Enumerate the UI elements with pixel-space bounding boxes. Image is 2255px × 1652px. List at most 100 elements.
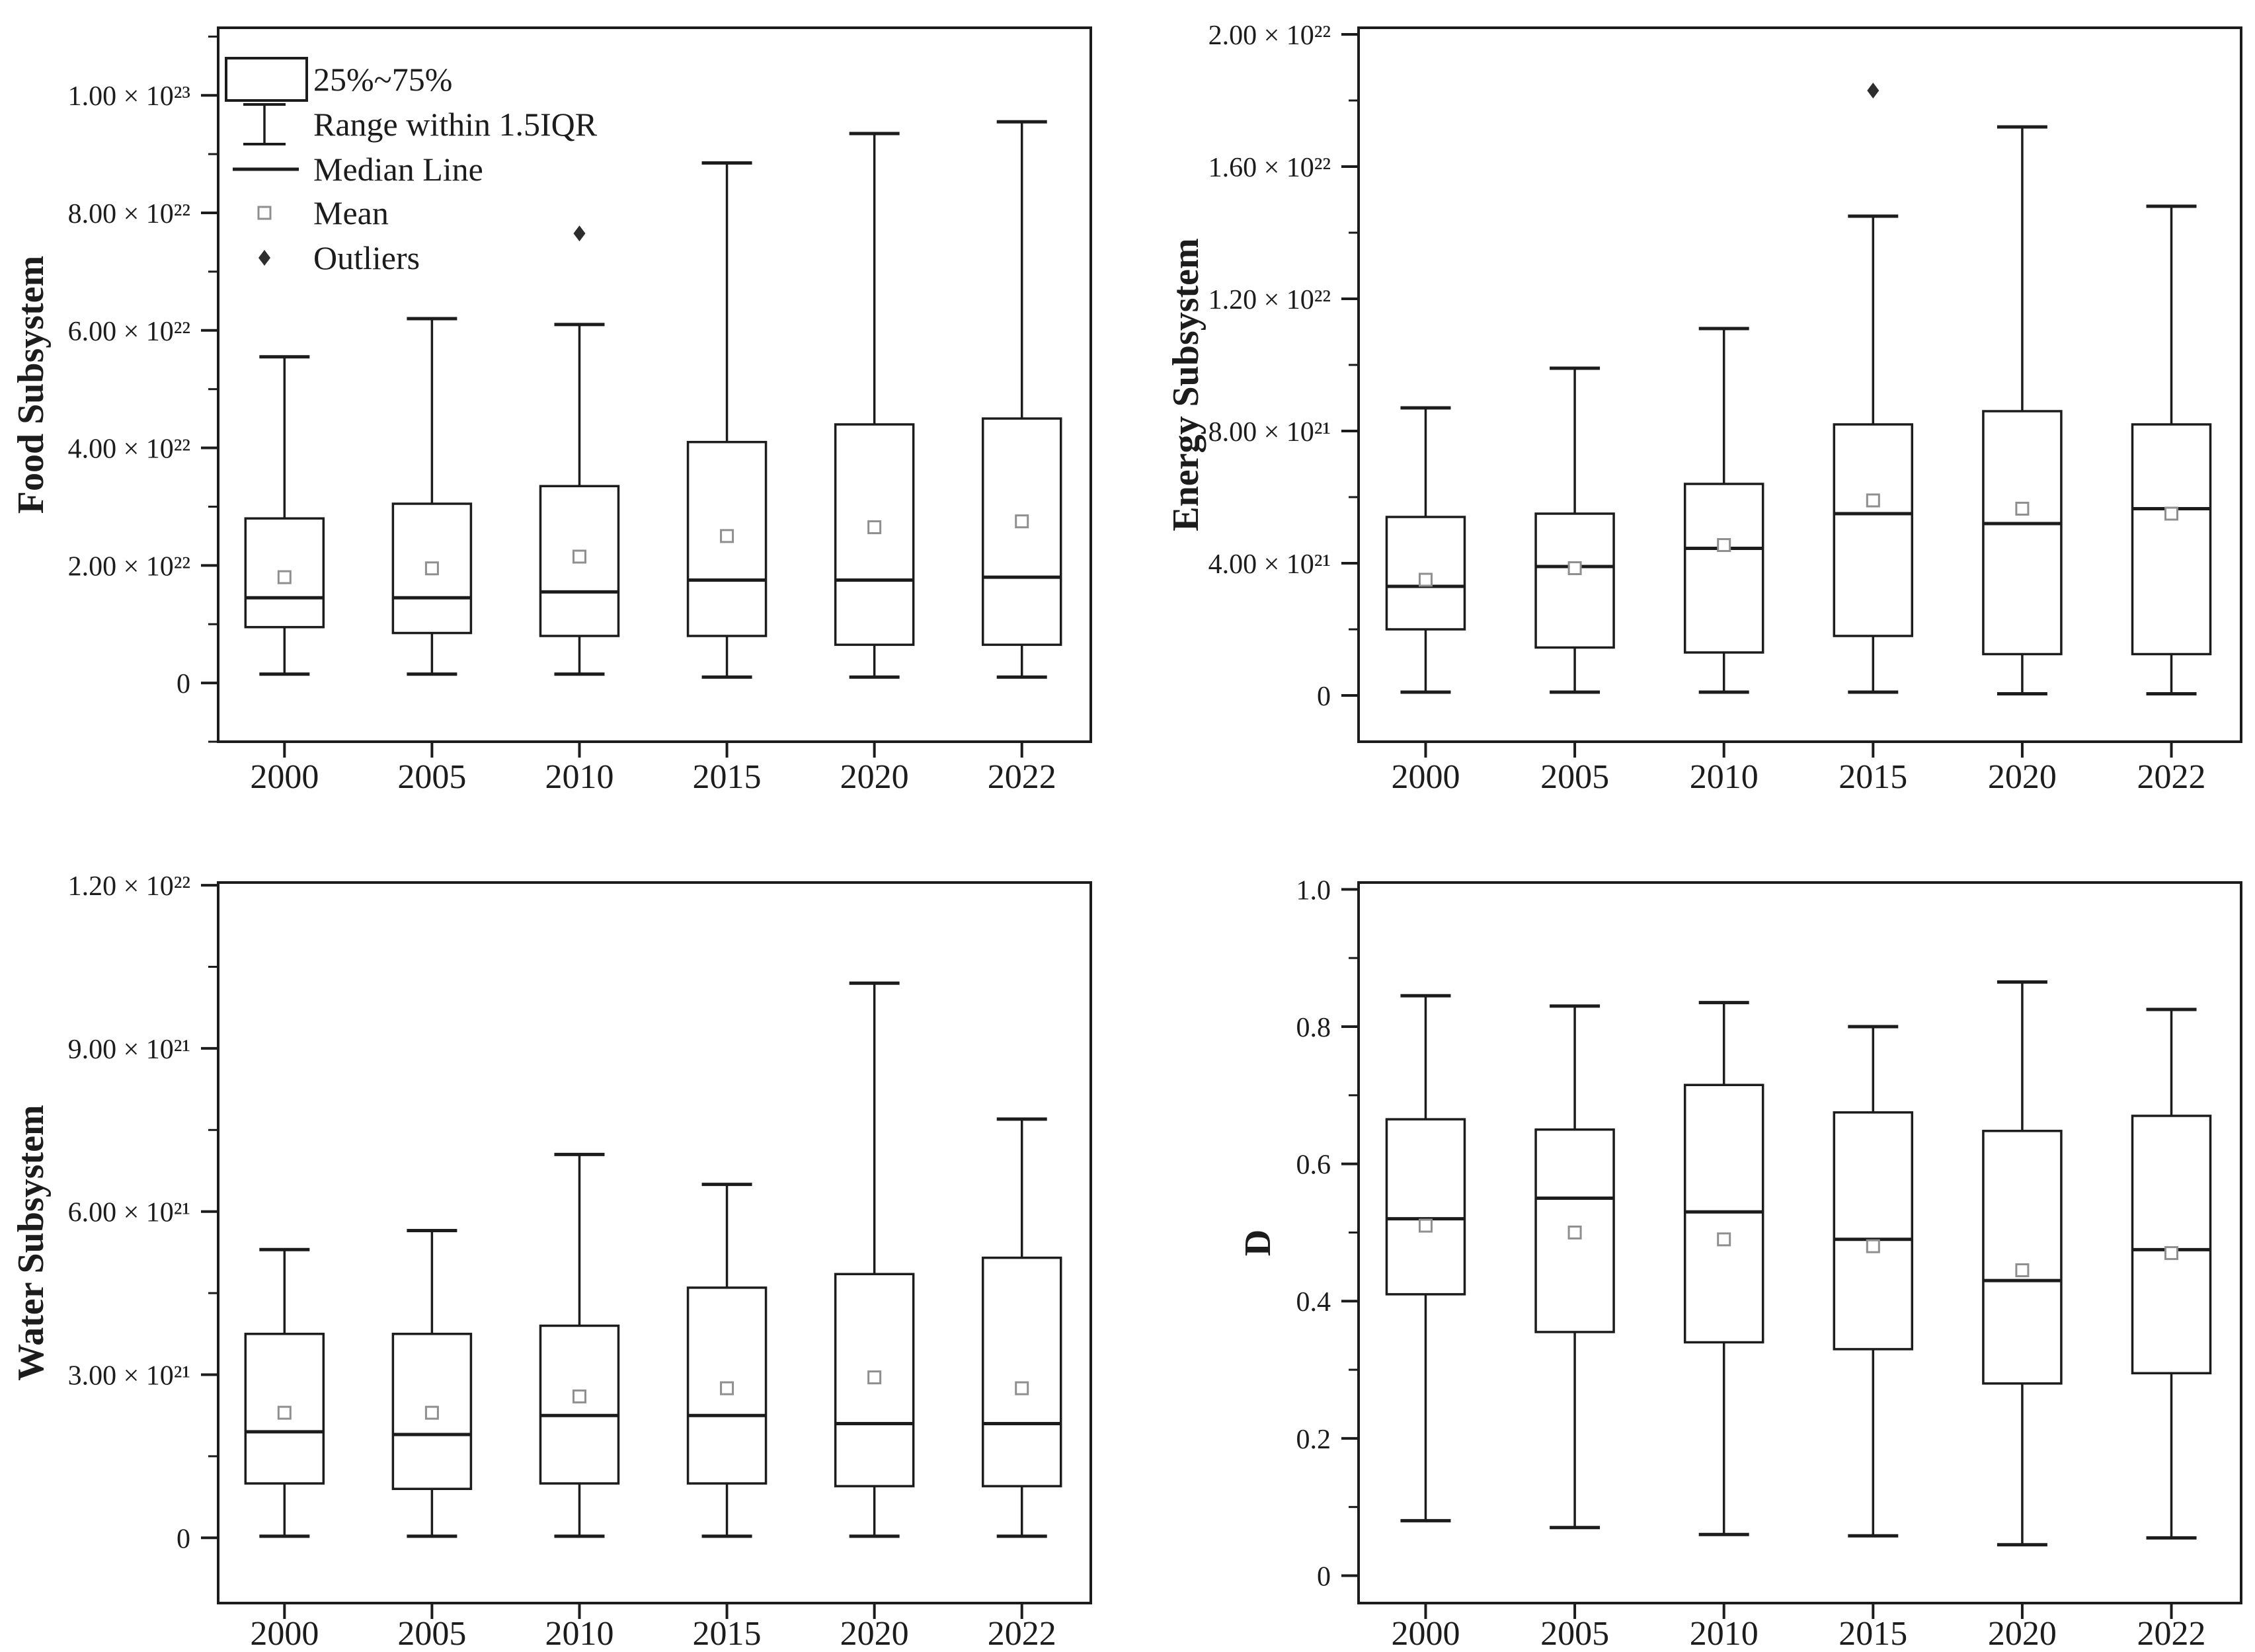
iqr-box bbox=[1683, 483, 1764, 654]
x-tick-label: 2010 bbox=[1690, 1615, 1759, 1652]
x-tick-label: 2010 bbox=[1690, 758, 1759, 796]
mean-marker bbox=[1866, 1239, 1880, 1253]
boxplot-2015 bbox=[1833, 1025, 1914, 1538]
mean-marker bbox=[2015, 502, 2030, 516]
legend-iqr-box-symbol bbox=[225, 57, 308, 102]
mean-marker bbox=[1418, 1218, 1433, 1233]
y-tick-label: 0.8 bbox=[1296, 1013, 1331, 1043]
mean-marker bbox=[1567, 561, 1582, 575]
boxplot-2005 bbox=[1534, 366, 1615, 694]
boxplot-2022 bbox=[981, 1117, 1062, 1538]
mean-marker bbox=[2164, 506, 2179, 521]
x-tick-label: 2022 bbox=[988, 758, 1056, 796]
boxplot-2005 bbox=[391, 1228, 473, 1538]
x-tick-label: 2022 bbox=[2137, 758, 2206, 796]
mean-marker bbox=[277, 1405, 292, 1420]
boxplot-2010 bbox=[1683, 1001, 1764, 1536]
x-tick-label: 2000 bbox=[250, 758, 319, 796]
y-tick-label: 3.00 × 10²¹ bbox=[68, 1360, 190, 1391]
mean-marker bbox=[1567, 1225, 1582, 1239]
mean-marker bbox=[572, 1389, 586, 1403]
x-tick-label: 2020 bbox=[840, 1615, 909, 1652]
y-tick-label: 1.20 × 10²² bbox=[68, 871, 190, 902]
mean-marker bbox=[867, 1370, 882, 1385]
iqr-box bbox=[1833, 1111, 1914, 1351]
iqr-box bbox=[2131, 423, 2212, 656]
legend: 25%~75% Range within 1.5IQR Median Line Mea… bbox=[225, 57, 598, 276]
boxplot-2015 bbox=[686, 1183, 768, 1538]
x-tick-label: 2015 bbox=[1839, 758, 1907, 796]
mean-marker bbox=[572, 549, 586, 564]
x-tick-label: 2020 bbox=[1988, 1615, 2057, 1652]
iqr-box bbox=[686, 440, 768, 637]
y-axis-title: Water Subsystem bbox=[11, 1105, 52, 1380]
y-tick-label: 1.00 × 10²³ bbox=[68, 81, 190, 112]
panel-food-subsystem: 0 2.00 × 10²² 4.00 × 10²² 6.00 × 10²² 8.00 ×… bbox=[0, 0, 1127, 826]
boxplot-2020 bbox=[834, 981, 915, 1538]
iqr-box bbox=[2131, 1115, 2212, 1374]
y-axis-title: Food Subsystem bbox=[11, 256, 52, 514]
iqr-box bbox=[1982, 1130, 2063, 1385]
legend-mean-marker-symbol bbox=[257, 206, 272, 220]
x-tick-label: 2015 bbox=[693, 758, 762, 796]
legend-label: 25%~75% bbox=[313, 61, 452, 98]
boxplot-2000 bbox=[1385, 406, 1466, 694]
panel-d-index: 0 0.2 0.4 0.6 0.8 1.0 2000 2005 2010 2015 2020 2022… bbox=[1128, 826, 2255, 1652]
x-tick-label: 2015 bbox=[1839, 1615, 1907, 1652]
legend-label: Range within 1.5IQR bbox=[313, 106, 598, 143]
boxplot-2015 bbox=[686, 161, 768, 679]
plot-frame bbox=[217, 26, 1092, 743]
boxplot-2022 bbox=[981, 120, 1062, 679]
boxplot-2010 bbox=[539, 1152, 620, 1538]
x-tick-label: 2005 bbox=[1540, 1615, 1609, 1652]
iqr-box bbox=[1683, 1083, 1764, 1344]
y-axis-title: Energy Subsystem bbox=[1166, 238, 1207, 531]
mean-marker bbox=[720, 529, 734, 543]
mean-marker bbox=[1015, 514, 1029, 529]
y-tick-label: 0.6 bbox=[1296, 1150, 1331, 1181]
boxplot-2022 bbox=[2131, 204, 2212, 695]
mean-marker bbox=[2164, 1246, 2179, 1261]
mean-marker bbox=[277, 570, 292, 584]
legend-label: Median Line bbox=[313, 151, 483, 188]
boxplot-2000 bbox=[244, 355, 325, 676]
mean-marker bbox=[1015, 1381, 1029, 1396]
y-tick-label: 0 bbox=[177, 669, 190, 699]
boxplot-2020 bbox=[834, 132, 915, 679]
boxplot-2020 bbox=[1982, 125, 2063, 695]
x-tick-label: 2000 bbox=[250, 1615, 319, 1652]
mean-marker bbox=[2015, 1263, 2030, 1278]
legend-label: Outliers bbox=[313, 239, 420, 276]
y-tick-label: 4.00 × 10²² bbox=[68, 434, 190, 465]
x-tick-label: 2022 bbox=[2137, 1615, 2206, 1652]
y-tick-label: 0.2 bbox=[1296, 1425, 1331, 1455]
y-tick-label: 1.0 bbox=[1296, 875, 1331, 906]
iqr-box bbox=[539, 1324, 620, 1485]
outlier-point bbox=[1867, 83, 1879, 98]
mean-marker bbox=[1717, 1232, 1731, 1247]
mean-marker bbox=[424, 1405, 439, 1420]
y-tick-label: 6.00 × 10²² bbox=[68, 317, 190, 347]
y-tick-label: 8.00 × 10²² bbox=[68, 199, 190, 229]
iqr-box bbox=[1385, 1118, 1466, 1296]
boxplot-2010 bbox=[539, 225, 620, 676]
x-tick-label: 2005 bbox=[397, 1615, 466, 1652]
boxplot-2015 bbox=[1833, 83, 1914, 694]
y-tick-label: 2.00 × 10²² bbox=[68, 551, 190, 582]
iqr-box bbox=[834, 423, 915, 647]
x-tick-label: 2000 bbox=[1391, 758, 1460, 796]
boxplot-2010 bbox=[1683, 327, 1764, 694]
panel-energy-subsystem: 0 4.00 × 10²¹ 8.00 × 10²¹ 1.20 × 10²² 1.60 ×… bbox=[1128, 0, 2255, 826]
boxplot-2022 bbox=[2131, 1007, 2212, 1540]
mean-marker bbox=[1717, 538, 1731, 552]
y-tick-label: 1.60 × 10²² bbox=[1208, 153, 1331, 183]
x-tick-label: 2000 bbox=[1391, 1615, 1460, 1652]
iqr-box bbox=[1534, 512, 1615, 649]
x-tick-label: 2010 bbox=[545, 1615, 613, 1652]
mean-marker bbox=[1418, 572, 1433, 587]
outlier-point bbox=[573, 225, 586, 242]
x-tick-label: 2020 bbox=[1988, 758, 2057, 796]
mean-marker bbox=[720, 1381, 734, 1396]
legend-label: Mean bbox=[313, 194, 389, 231]
